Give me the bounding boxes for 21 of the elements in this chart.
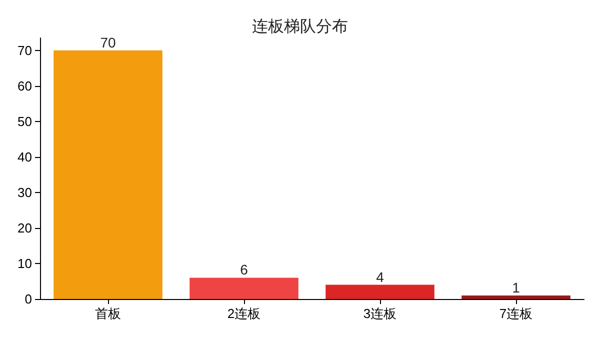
y-tick-label: 20 <box>18 220 32 236</box>
chart-title: 连板梯队分布 <box>252 18 348 36</box>
bar <box>190 278 298 299</box>
bar <box>54 50 162 299</box>
y-tick-label: 10 <box>18 256 32 271</box>
data-label: 4 <box>376 268 384 285</box>
bar <box>462 295 570 299</box>
data-label: 1 <box>512 279 520 296</box>
x-tick-label: 3连板 <box>363 306 397 321</box>
y-tick-label: 30 <box>18 184 32 200</box>
x-tick-label: 首板 <box>95 306 121 321</box>
y-tick-label: 40 <box>18 149 32 164</box>
y-tick-label: 70 <box>18 42 32 58</box>
x-tick-label: 7连板 <box>499 306 533 321</box>
bar <box>326 284 434 299</box>
y-tick-label: 0 <box>24 292 32 306</box>
data-label: 6 <box>240 262 248 278</box>
x-tick-label: 2连板 <box>227 306 261 321</box>
y-tick-label: 50 <box>18 114 32 129</box>
y-tick-label: 60 <box>18 78 32 94</box>
data-label: 70 <box>100 34 116 50</box>
